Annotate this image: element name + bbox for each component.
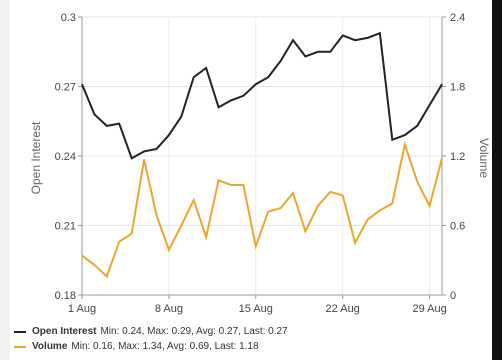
legend-item-open-interest[interactable]: Open Interest Min: 0.24, Max: 0.29, Avg:… (14, 326, 484, 337)
x-tick-label: 29 Aug (412, 303, 446, 315)
y-axis-left-title: Open Interest (29, 121, 43, 194)
legend-swatch-volume (14, 345, 26, 348)
legend-name: Open Interest (32, 326, 97, 337)
y-right-tick-label: 1.8 (450, 82, 465, 94)
y-right-tick-label: 2.4 (450, 12, 465, 24)
legend-stats: Min: 0.24, Max: 0.29, Avg: 0.27, Last: 0… (100, 326, 288, 337)
legend-swatch-open-interest (14, 330, 26, 333)
series-line-open-interest (81, 31, 443, 160)
y-right-tick-label: 0 (450, 290, 456, 302)
y-axis-right-title: Volume (477, 138, 491, 178)
y-left-tick-label: 0.24 (55, 151, 76, 163)
legend-stats: Min: 0.16, Max: 1.34, Avg: 0.69, Last: 1… (71, 341, 259, 352)
tick-labels: 0.18 0.21 0.24 0.27 0.3 0 0.6 1.2 1.8 2.4 1 Aug 8 A… (55, 12, 466, 315)
right-edge-strip (492, 0, 502, 360)
x-tick-label: 22 Aug (326, 303, 360, 315)
x-tick-label: 1 Aug (68, 303, 96, 315)
series-lines (81, 31, 443, 279)
legend-name: Volume (32, 341, 68, 352)
x-tick-label: 8 Aug (155, 303, 183, 315)
y-left-tick-label: 0.18 (55, 290, 76, 302)
left-edge-strip (0, 0, 10, 360)
axes (78, 16, 446, 299)
series-line-volume (81, 140, 443, 279)
y-left-tick-label: 0.3 (61, 12, 76, 24)
y-left-tick-label: 0.27 (55, 82, 76, 94)
y-right-tick-label: 1.2 (450, 151, 465, 163)
y-right-tick-label: 0.6 (450, 221, 465, 233)
legend-item-volume[interactable]: Volume Min: 0.16, Max: 1.34, Avg: 0.69, … (14, 341, 484, 352)
y-left-tick-label: 0.21 (55, 221, 76, 233)
x-tick-label: 15 Aug (239, 303, 273, 315)
